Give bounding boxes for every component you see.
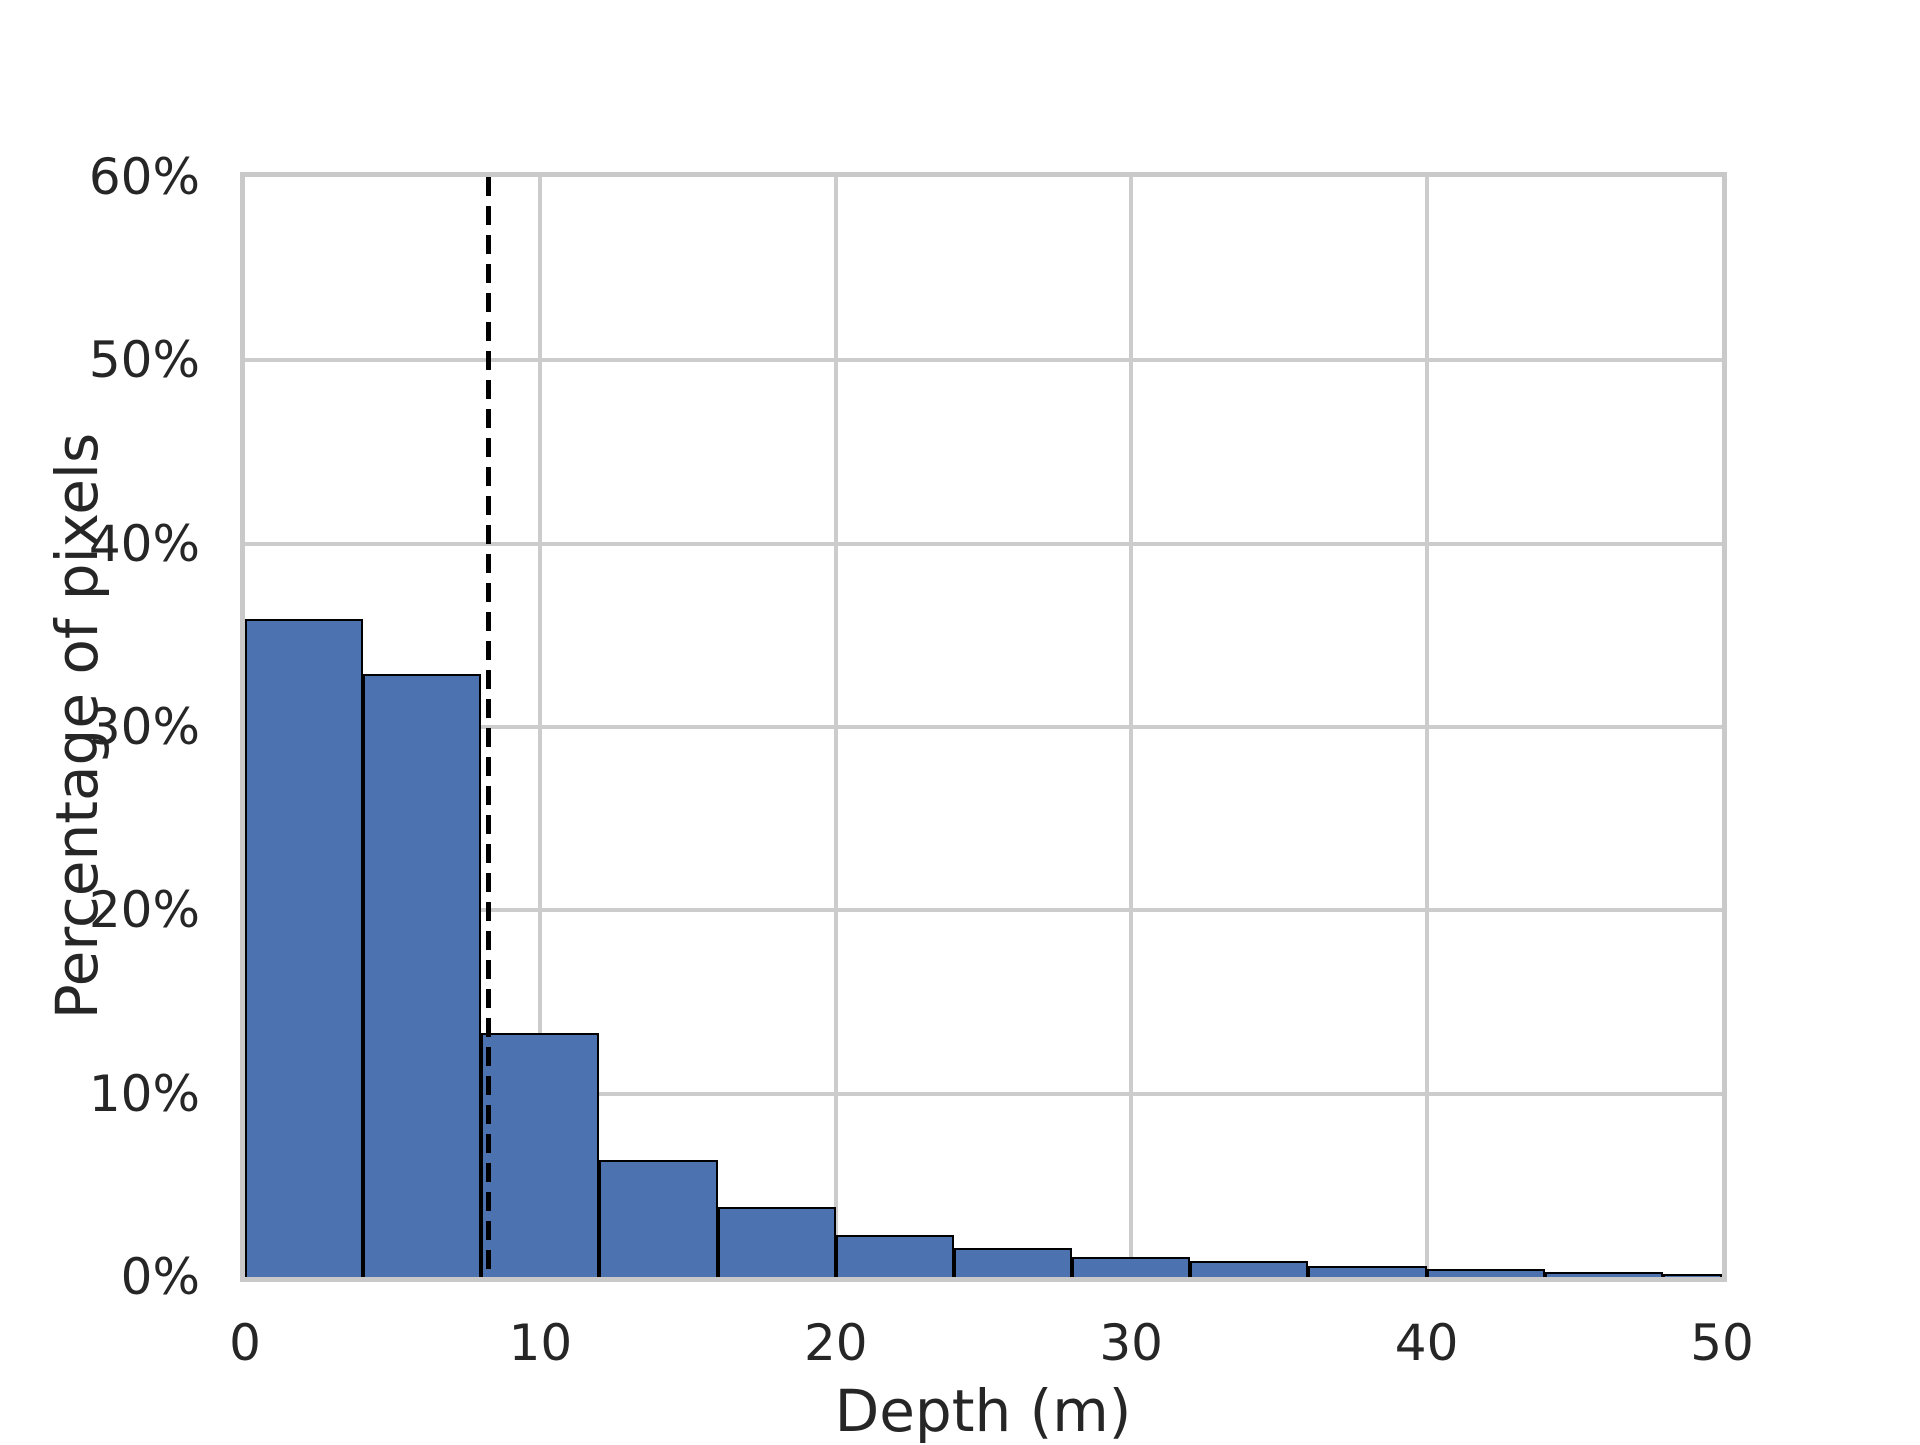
y-tick-label: 40% — [88, 514, 200, 573]
x-tick-label: 20 — [803, 1314, 868, 1372]
x-gridline — [538, 177, 543, 1277]
y-gridline — [245, 541, 1722, 546]
x-gridline — [1129, 177, 1134, 1277]
x-tick-label: 40 — [1394, 1314, 1459, 1372]
y-gridline — [245, 358, 1722, 363]
y-tick-label: 50% — [88, 331, 200, 390]
x-gridline — [1424, 177, 1429, 1277]
y-tick-label: 30% — [88, 698, 200, 756]
histogram-bar — [1190, 1261, 1309, 1277]
histogram-bar — [245, 618, 364, 1277]
plot-area — [240, 172, 1727, 1282]
y-gridline — [245, 908, 1722, 913]
histogram-bar — [717, 1207, 836, 1277]
x-axis-title: Depth (m) — [834, 1377, 1132, 1445]
histogram-bar — [363, 673, 482, 1277]
y-gridline — [245, 1091, 1722, 1096]
y-tick-label: 0% — [120, 1248, 200, 1306]
histogram-bar — [835, 1234, 954, 1277]
x-tick-label: 0 — [229, 1314, 261, 1372]
histogram-bar — [1662, 1274, 1722, 1277]
histogram-bar — [481, 1033, 600, 1277]
y-gridline — [245, 725, 1722, 729]
depth-threshold-dashed-line — [486, 177, 492, 1277]
histogram-bar — [1544, 1271, 1663, 1277]
y-axis-title: Percentage of pixels — [43, 432, 111, 1020]
histogram-bar — [1308, 1266, 1427, 1277]
y-tick-label: 10% — [88, 1064, 200, 1123]
x-tick-label: 30 — [1099, 1314, 1163, 1372]
x-tick-label: 50 — [1690, 1314, 1754, 1372]
histogram-bar — [599, 1159, 718, 1277]
y-tick-label: 60% — [88, 148, 200, 206]
x-gridline — [833, 177, 838, 1277]
histogram-bar — [1072, 1256, 1191, 1277]
y-tick-label: 20% — [88, 881, 200, 940]
histogram-bar — [953, 1247, 1073, 1277]
x-tick-label: 10 — [508, 1314, 573, 1372]
histogram-bar — [1426, 1268, 1545, 1277]
